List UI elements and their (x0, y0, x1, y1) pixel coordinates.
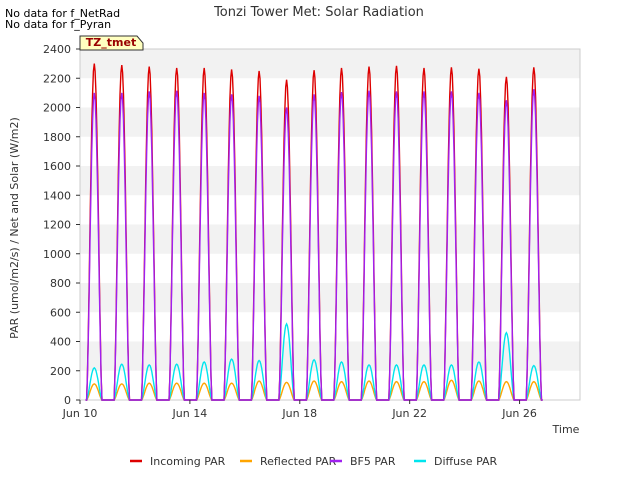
legend-label: Diffuse PAR (434, 455, 498, 468)
tz-tmet-badge: TZ_tmet (79, 35, 144, 51)
chart-title: Tonzi Tower Met: Solar Radiation (213, 5, 424, 20)
legend-label: Incoming PAR (150, 455, 226, 468)
grid-band (80, 107, 580, 137)
y-tick-label: 1600 (43, 160, 71, 173)
x-axis-label: Time (552, 423, 580, 436)
x-tick-label: Jun 26 (501, 407, 537, 420)
y-tick-label: 200 (50, 365, 71, 378)
x-tick-label: Jun 22 (391, 407, 427, 420)
y-tick-label: 1000 (43, 248, 71, 261)
x-tick-label: Jun 14 (172, 407, 208, 420)
plot-background-bands (80, 49, 580, 371)
no-data-note-netrad: No data for f_NetRad (5, 7, 121, 20)
grid-band (80, 49, 580, 79)
y-tick-label: 800 (50, 277, 71, 290)
y-tick-label: 400 (50, 336, 71, 349)
series-layer (85, 63, 543, 401)
y-tick-label: 1200 (43, 219, 71, 232)
x-tick-label: Jun 18 (281, 407, 317, 420)
y-axis-label: PAR (umol/m2/s) / Net and Solar (W/m2) (8, 117, 21, 339)
no-data-note-pyran: No data for f_Pyran (5, 18, 112, 31)
legend: Incoming PAR Reflected PAR BF5 PAR Diffuse … (130, 455, 498, 468)
y-tick-label: 600 (50, 306, 71, 319)
y-tick-label: 2000 (43, 102, 71, 115)
grid-band (80, 224, 580, 254)
series-line-diffuse-par (85, 322, 543, 401)
y-tick-label: 1400 (43, 189, 71, 202)
y-tick-label: 2200 (43, 72, 71, 85)
y-tick-label: 2400 (43, 43, 71, 56)
grid-band (80, 341, 580, 371)
x-tick-label: Jun 10 (62, 407, 98, 420)
y-tick-label: 1800 (43, 131, 71, 144)
y-tick-label: 0 (64, 394, 71, 407)
legend-label: Reflected PAR (260, 455, 337, 468)
legend-label: BF5 PAR (350, 455, 396, 468)
tz-tmet-label: TZ_tmet (86, 36, 136, 49)
grid-band (80, 283, 580, 313)
grid-band (80, 166, 580, 196)
series-line-bf5-par (85, 89, 543, 401)
axes-layer: 0 200 400 600 800 1000 1200 1400 1600 1800 2000 220… (43, 43, 537, 420)
